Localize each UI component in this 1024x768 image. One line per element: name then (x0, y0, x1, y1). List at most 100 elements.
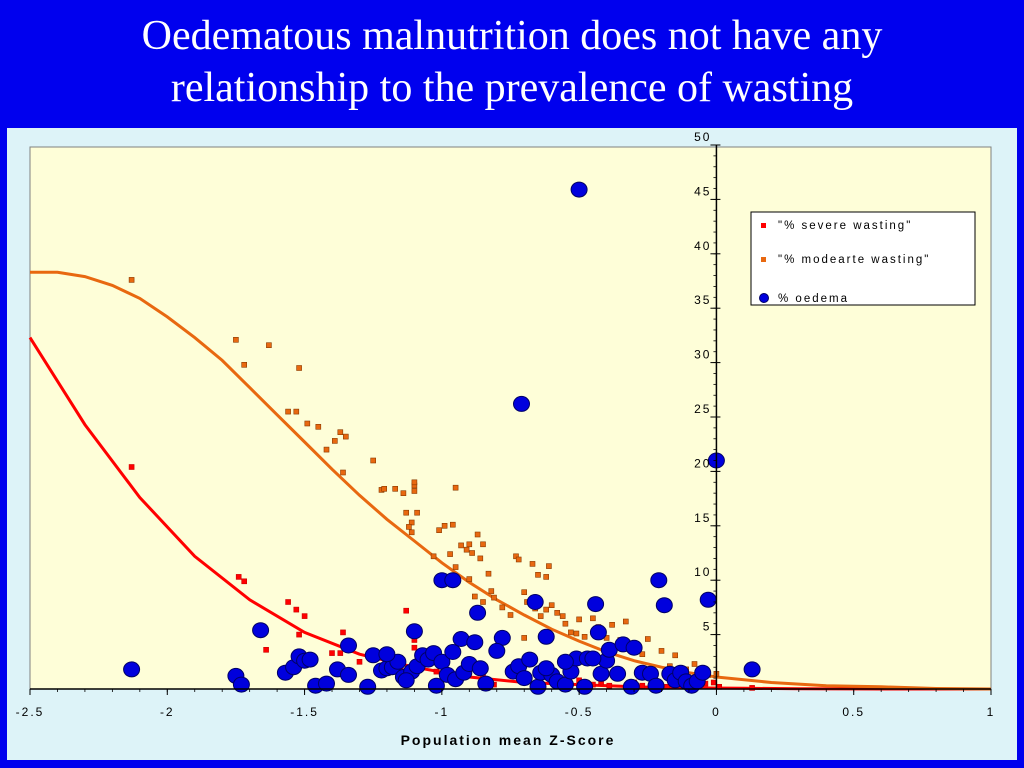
severe-point-10 (337, 650, 344, 656)
x-tick-label: -2 (160, 705, 175, 719)
moderate-point-41 (488, 588, 495, 594)
moderate-point-76 (691, 661, 698, 667)
oedema-point-14 (359, 678, 377, 695)
moderate-point-4 (296, 365, 302, 371)
oedema-point-59 (587, 596, 605, 613)
legend-marker-oedema (759, 293, 769, 303)
moderate-point-10 (331, 438, 338, 444)
moderate-point-7 (304, 420, 311, 427)
moderate-point-87 (521, 635, 528, 641)
oedema-point-87 (397, 672, 415, 689)
moderate-point-6 (293, 408, 300, 415)
moderate-point-86 (507, 612, 514, 618)
moderate-point-14 (370, 457, 377, 464)
y-tick-label: 40 (694, 239, 711, 253)
legend-box (750, 211, 976, 306)
y-tick-label: 10 (694, 565, 711, 579)
oedema-point-84 (584, 650, 602, 667)
oedema-point-10 (318, 675, 335, 692)
moderate-point-40 (485, 570, 492, 577)
x-tick-label: 0 (712, 705, 721, 719)
moderate-point-56 (554, 609, 561, 616)
oedema-point-13 (340, 637, 357, 654)
title-line-1: Oedematous malnutrition does not have an… (141, 13, 883, 59)
moderate-point-32 (452, 564, 459, 570)
oedema-point-88 (378, 646, 396, 663)
severe-point-46 (710, 679, 717, 686)
y-tick-label: 35 (694, 293, 711, 307)
moderate-point-82 (543, 574, 550, 580)
legend-label-0: "% severe wasting" (778, 220, 912, 232)
oedema-point-56 (570, 181, 588, 198)
moderate-point-68 (622, 618, 629, 625)
oedema-point-80 (699, 591, 717, 608)
oedema-point-57 (576, 678, 594, 695)
oedema-point-46 (521, 651, 539, 668)
oedema-point-79 (694, 664, 712, 681)
slide-title: Oedematous malnutrition does not have an… (0, 10, 1024, 114)
moderate-point-62 (581, 633, 588, 640)
moderate-point-47 (480, 599, 486, 605)
oedema-point-3 (252, 622, 270, 639)
moderate-point-81 (535, 571, 541, 578)
oedema-point-48 (529, 678, 547, 695)
legend-label-1: "% modearte wasting" (778, 254, 930, 266)
moderate-point-46 (471, 593, 478, 600)
oedema-point-71 (650, 572, 668, 589)
y-tick-label: 20 (694, 456, 711, 470)
moderate-point-72 (658, 648, 665, 654)
moderate-point-19 (411, 488, 418, 494)
moderate-point-1 (233, 336, 239, 343)
severe-point-9 (329, 650, 335, 656)
x-tick-label: -2.5 (16, 705, 45, 719)
oedema-point-72 (655, 597, 673, 614)
moderate-point-29 (441, 522, 448, 529)
severe-point-1 (235, 574, 242, 580)
severe-point-4 (293, 606, 300, 613)
moderate-point-37 (474, 531, 481, 538)
title-line-2: relationship to the prevalence of wastin… (170, 65, 854, 111)
severe-point-6 (263, 646, 269, 653)
legend: "% severe wasting" "% modearte wasting" % … (750, 211, 976, 306)
oedema-point-50 (537, 628, 555, 645)
oedema-point-38 (469, 604, 487, 621)
oedema-point-12 (340, 666, 357, 683)
oedema-point-67 (625, 639, 643, 656)
severe-point-11 (356, 658, 363, 665)
moderate-point-84 (546, 563, 552, 569)
x-tick-label: 1 (987, 705, 996, 719)
severe-point-5 (301, 613, 308, 619)
x-tick-label: -1 (435, 705, 450, 719)
moderate-point-27 (430, 553, 437, 560)
moderate-point-36 (469, 550, 475, 556)
x-tick-label: -0.5 (565, 705, 594, 719)
severe-point-0 (128, 464, 135, 470)
moderate-point-57 (559, 613, 566, 619)
moderate-point-12 (342, 433, 349, 440)
severe-point-3 (285, 599, 291, 605)
y-tick-label: 50 (694, 130, 711, 144)
moderate-point-71 (644, 636, 651, 642)
moderate-point-45 (466, 576, 473, 582)
moderate-point-26 (408, 529, 415, 536)
legend-marker-1 (761, 257, 766, 262)
oedema-point-85 (488, 642, 506, 659)
data-points (123, 181, 761, 695)
moderate-point-0 (128, 277, 135, 283)
moderate-point-31 (447, 551, 453, 557)
oedema-point-0 (123, 661, 141, 678)
moderate-point-53 (537, 613, 544, 619)
moderate-point-74 (672, 652, 679, 659)
oedema-point-83 (556, 653, 574, 670)
moderate-point-35 (466, 541, 473, 548)
moderate-point-39 (480, 541, 486, 548)
oedema-point-45 (515, 670, 533, 687)
moderate-point-17 (392, 485, 399, 492)
oedema-point-60 (589, 624, 607, 641)
moderate-point-8 (315, 423, 322, 430)
y-tick-label: 5 (703, 620, 712, 634)
oedema-point-8 (301, 651, 319, 668)
moderate-point-42 (491, 594, 497, 601)
